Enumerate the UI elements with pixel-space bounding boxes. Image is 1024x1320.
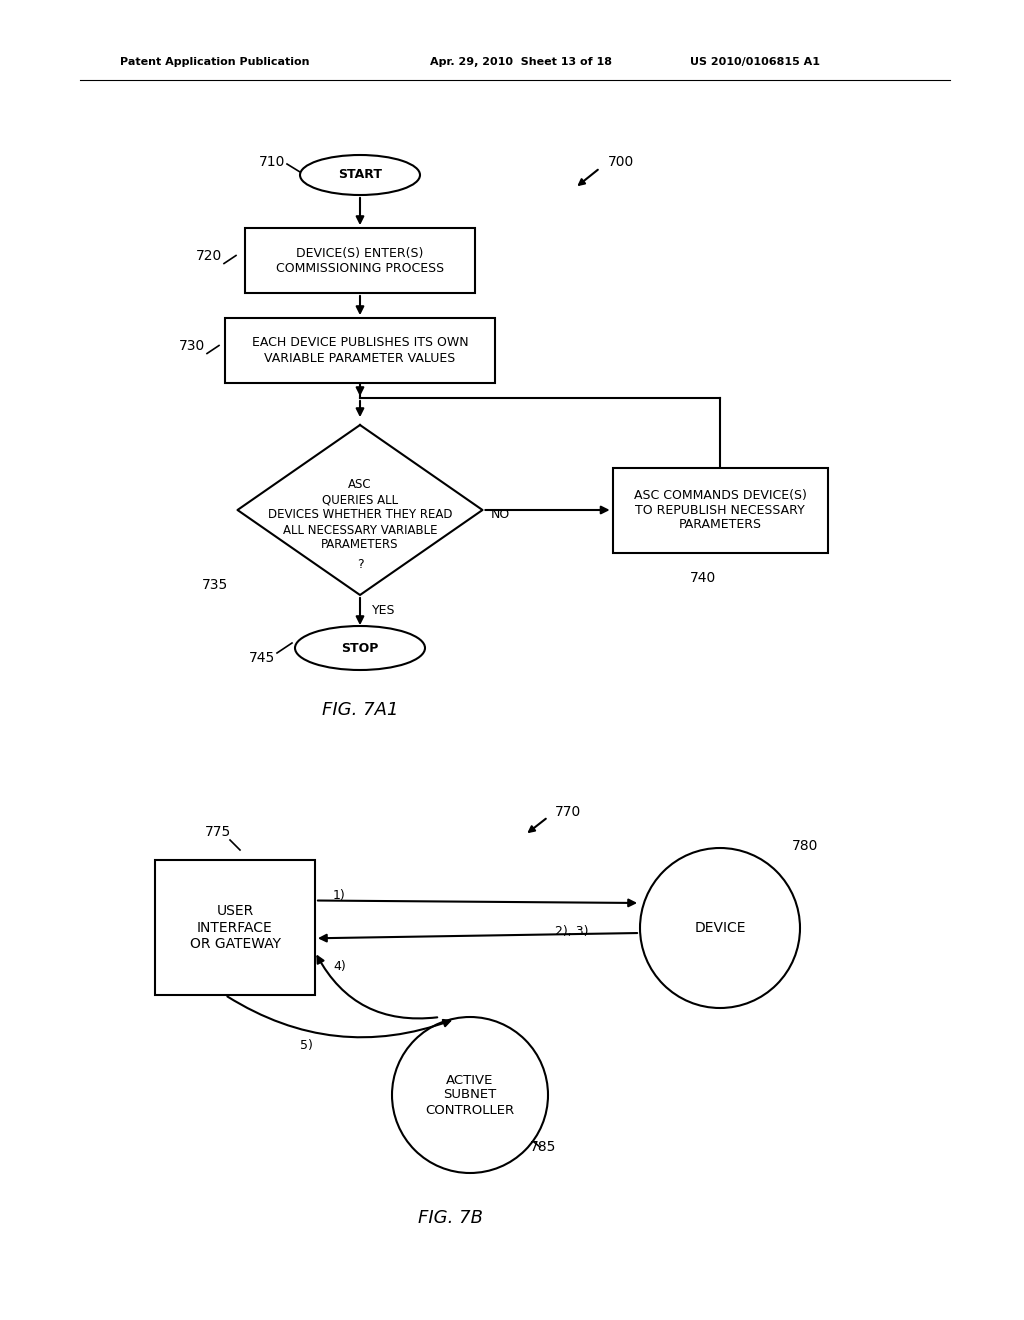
Text: YES: YES — [372, 603, 395, 616]
Ellipse shape — [295, 626, 425, 671]
Ellipse shape — [392, 1016, 548, 1173]
Text: PARAMETERS: PARAMETERS — [322, 539, 398, 552]
Text: FIG. 7B: FIG. 7B — [418, 1209, 482, 1228]
Ellipse shape — [640, 847, 800, 1008]
Text: 775: 775 — [205, 825, 231, 840]
Text: 740: 740 — [690, 570, 716, 585]
Text: 710: 710 — [259, 154, 285, 169]
Text: NO: NO — [490, 508, 510, 521]
Text: US 2010/0106815 A1: US 2010/0106815 A1 — [690, 57, 820, 67]
Text: 2), 3): 2), 3) — [555, 924, 589, 937]
Text: ?: ? — [356, 558, 364, 572]
Text: DEVICE: DEVICE — [694, 921, 745, 935]
Text: DEVICES WHETHER THEY READ: DEVICES WHETHER THEY READ — [267, 508, 453, 521]
Text: EACH DEVICE PUBLISHES ITS OWN
VARIABLE PARAMETER VALUES: EACH DEVICE PUBLISHES ITS OWN VARIABLE P… — [252, 337, 468, 364]
Text: 785: 785 — [530, 1140, 556, 1154]
Text: ASC: ASC — [348, 479, 372, 491]
Text: DEVICE(S) ENTER(S)
COMMISSIONING PROCESS: DEVICE(S) ENTER(S) COMMISSIONING PROCESS — [275, 247, 444, 275]
Text: 4): 4) — [333, 961, 346, 973]
Text: 700: 700 — [608, 154, 634, 169]
Polygon shape — [238, 425, 482, 595]
Text: 5): 5) — [300, 1039, 313, 1052]
Text: START: START — [338, 169, 382, 181]
Ellipse shape — [300, 154, 420, 195]
Text: 720: 720 — [196, 248, 222, 263]
Text: Patent Application Publication: Patent Application Publication — [120, 57, 309, 67]
Text: STOP: STOP — [341, 642, 379, 655]
Text: ASC COMMANDS DEVICE(S)
TO REPUBLISH NECESSARY
PARAMETERS: ASC COMMANDS DEVICE(S) TO REPUBLISH NECE… — [634, 488, 807, 532]
Text: FIG. 7A1: FIG. 7A1 — [322, 701, 398, 719]
Text: Apr. 29, 2010  Sheet 13 of 18: Apr. 29, 2010 Sheet 13 of 18 — [430, 57, 612, 67]
Text: USER
INTERFACE
OR GATEWAY: USER INTERFACE OR GATEWAY — [189, 904, 281, 950]
Bar — [225, 318, 495, 383]
Bar — [612, 467, 827, 553]
Text: 780: 780 — [792, 840, 818, 853]
Text: ACTIVE
SUBNET
CONTROLLER: ACTIVE SUBNET CONTROLLER — [425, 1073, 515, 1117]
Text: 735: 735 — [202, 578, 228, 591]
Text: 1): 1) — [333, 888, 346, 902]
Text: ALL NECESSARY VARIABLE: ALL NECESSARY VARIABLE — [283, 524, 437, 536]
Bar — [155, 861, 315, 995]
Text: 770: 770 — [555, 805, 582, 818]
Bar — [245, 228, 475, 293]
Text: QUERIES ALL: QUERIES ALL — [322, 494, 398, 507]
Text: 745: 745 — [249, 651, 275, 665]
Text: 730: 730 — [179, 338, 205, 352]
